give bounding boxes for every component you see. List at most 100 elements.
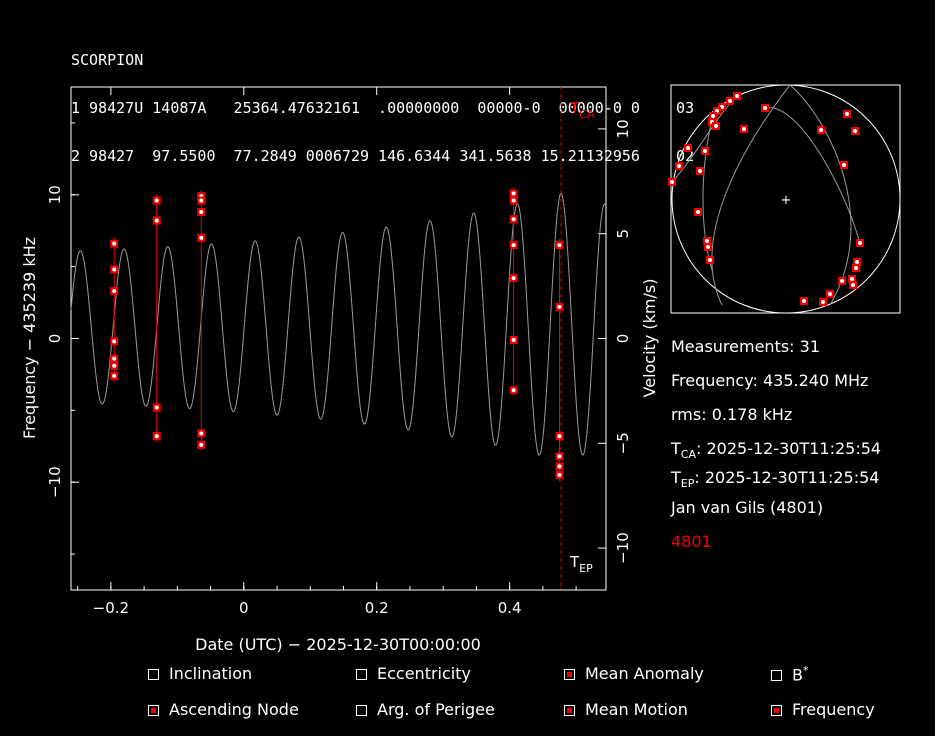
- ascending-node-label: Ascending Node: [169, 700, 299, 719]
- measurement-point-center: [199, 235, 204, 240]
- y2-tick-label: 0: [614, 334, 632, 344]
- map-point-center: [706, 245, 710, 249]
- map-point-center: [854, 266, 858, 270]
- bstar-checkbox[interactable]: [771, 670, 782, 682]
- site-id: 4801: [671, 532, 712, 551]
- map-point-center: [698, 169, 702, 173]
- frequency-label: Frequency: [792, 700, 875, 719]
- bstar-superscript: *: [802, 664, 809, 677]
- measurement-point-center: [112, 363, 117, 368]
- measurement-point-center: [199, 210, 204, 215]
- measurement-point-center: [112, 267, 117, 272]
- y2-tick-label: 5: [614, 229, 632, 239]
- map-point-center: [851, 283, 855, 287]
- y2-tick-label: −10: [614, 532, 632, 564]
- ground-track-pass-a: [711, 85, 791, 306]
- tca-subscript: CA: [680, 448, 696, 462]
- y-axis-label: Frequency − 435239 kHz: [20, 237, 39, 439]
- map-point-center: [855, 260, 859, 264]
- measurement-point-center: [557, 464, 562, 469]
- ground-track-pass-d: [764, 107, 861, 246]
- measurement-point-center: [557, 304, 562, 309]
- y2-axis-label: Velocity (km/s): [640, 279, 659, 398]
- tep-time: TEP: 2025-12-30T11:25:54: [671, 468, 879, 490]
- eccentricity-checkbox[interactable]: [356, 669, 367, 680]
- toggle-mean-motion[interactable]: Mean Motion: [564, 700, 688, 719]
- map-point-center: [858, 241, 862, 245]
- ascending-node-checkbox[interactable]: [148, 705, 159, 716]
- x-tick-label: −0.2: [93, 599, 129, 617]
- map-point-center: [840, 279, 844, 283]
- rms-value: rms: 0.178 kHz: [671, 405, 793, 424]
- toggle-ascending-node[interactable]: Ascending Node: [148, 700, 299, 719]
- toggle-mean-anomaly[interactable]: Mean Anomaly: [564, 664, 704, 683]
- x-tick-label: 0.2: [365, 599, 389, 617]
- measurement-point-center: [154, 405, 159, 410]
- mean-anomaly-checkbox[interactable]: [564, 669, 575, 680]
- inclination-label: Inclination: [169, 664, 253, 683]
- map-point-center: [711, 114, 715, 118]
- map-point-center: [845, 112, 849, 116]
- map-point-center: [819, 128, 823, 132]
- inclination-checkbox[interactable]: [148, 669, 159, 680]
- satellite-name: SCORPION: [71, 51, 144, 69]
- chart-frame: [70, 86, 607, 591]
- measurement-point-center: [199, 431, 204, 436]
- y2-tick-label: −5: [614, 432, 632, 454]
- x-tick-label: 0.4: [498, 599, 522, 617]
- tca-chart-label: TCA: [569, 99, 595, 121]
- toggle-eccentricity[interactable]: Eccentricity: [356, 664, 471, 683]
- map-point-center: [821, 300, 825, 304]
- arg-perigee-checkbox[interactable]: [356, 705, 367, 716]
- toggle-arg-perigee[interactable]: Arg. of Perigee: [356, 700, 495, 719]
- measurement-point-center: [112, 241, 117, 246]
- y2-tick-label: 10: [614, 119, 632, 138]
- measurement-point-center: [511, 191, 516, 196]
- map-point-center: [802, 299, 806, 303]
- toggle-frequency[interactable]: Frequency: [771, 700, 875, 719]
- mean-motion-checkbox[interactable]: [564, 705, 575, 716]
- measurement-point-center: [112, 356, 117, 361]
- measurement-point-center: [112, 373, 117, 378]
- measurement-point-center: [511, 337, 516, 342]
- measurement-point-center: [511, 388, 516, 393]
- map-point-center: [703, 149, 707, 153]
- measurement-point-center: [511, 217, 516, 222]
- measurement-point-center: [511, 243, 516, 248]
- measurement-point-center: [112, 339, 117, 344]
- toggle-inclination[interactable]: Inclination: [148, 664, 252, 683]
- map-point-center: [742, 127, 746, 131]
- tca-value: : 2025-12-30T11:25:54: [696, 439, 882, 458]
- map-point-center: [763, 106, 767, 110]
- measurement-point-center: [154, 198, 159, 203]
- ground-track-pass-c: [702, 119, 713, 271]
- map-point-center: [735, 94, 739, 98]
- measurement-point-center: [199, 442, 204, 447]
- measurement-point-center: [557, 473, 562, 478]
- bstar-label: B: [792, 665, 803, 685]
- tca-time: TCA: 2025-12-30T11:25:54: [671, 439, 881, 461]
- x-tick-label: 0: [239, 599, 249, 617]
- measurement-point-center: [511, 276, 516, 281]
- eccentricity-label: Eccentricity: [377, 664, 471, 683]
- model-frequency-curve: [70, 192, 607, 456]
- map-point-center: [708, 258, 712, 262]
- map-point-center: [728, 99, 732, 103]
- tle-line-2: 2 98427 97.5500 77.2849 0006729 146.6344…: [71, 147, 695, 165]
- ground-track-pass-b: [789, 85, 852, 306]
- arg-perigee-label: Arg. of Perigee: [377, 700, 495, 719]
- tep-chart-label: TEP: [569, 553, 593, 575]
- map-point-center: [853, 129, 857, 133]
- ground-track-map[interactable]: +: [668, 84, 901, 314]
- measurement-count: Measurements: 31: [671, 337, 821, 356]
- frequency-chart[interactable]: −0.2 0 0.2 0.4 −10 0 10 −10 −5 0 5 10 TCA TEP Fre…: [20, 86, 659, 654]
- map-point-center: [686, 146, 690, 150]
- station-marker: +: [781, 193, 792, 208]
- map-point-center: [705, 239, 709, 243]
- toggle-bstar[interactable]: B*: [771, 664, 808, 684]
- tep-prefix: T: [671, 468, 681, 487]
- y-tick-label: 10: [46, 185, 64, 204]
- frequency-checkbox[interactable]: [771, 705, 782, 716]
- observer-name: Jan van Gils (4801): [671, 498, 824, 517]
- map-point-center: [670, 180, 674, 184]
